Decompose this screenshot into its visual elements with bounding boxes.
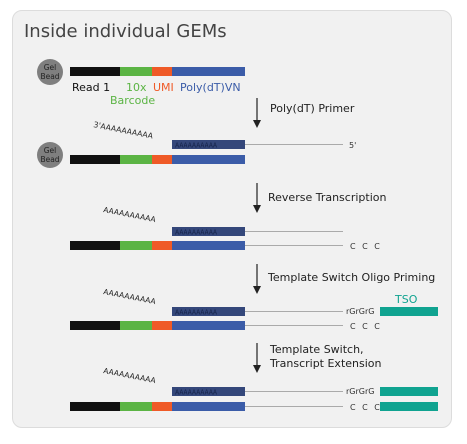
- polydt-label: Poly(dT)VN: [180, 81, 241, 94]
- step-label-polydt-primer: Poly(dT) Primer: [270, 102, 355, 115]
- polydt-segment: [172, 67, 245, 76]
- diagram-title: Inside individual GEMs: [24, 21, 227, 42]
- barcode-label-line1: 10x: [126, 81, 147, 94]
- polya-tail-4: AAAAAAAAAA: [103, 287, 158, 306]
- polydt-segment-5: [172, 402, 245, 411]
- ccc-label-4: C C C: [350, 322, 382, 331]
- polydt-segment-4: [172, 321, 245, 330]
- read1-segment-3: [70, 241, 120, 250]
- gel-bead-1-label-line1: Gel: [44, 63, 57, 72]
- polya-tail-3: AAAAAAAAAA: [103, 205, 158, 224]
- row4-tso-priming: AAAAAAAAAA AAAAAAAAAA rGrGrG TSO C C C: [70, 287, 438, 331]
- gel-bead-1: [37, 59, 63, 85]
- ccc-label-3: C C C: [350, 242, 382, 251]
- polya-bound-2-text: AAAAAAAAAA: [175, 142, 218, 150]
- step-label-template-switch-line1: Template Switch,: [269, 343, 364, 356]
- step-label-reverse-transcription: Reverse Transcription: [268, 191, 386, 204]
- umi-label: UMI: [153, 81, 174, 94]
- barcode-segment-5: [120, 402, 152, 411]
- polya-bound-5-text: AAAAAAAAAA: [175, 389, 218, 397]
- polya-bound-3: [172, 227, 245, 236]
- umi-segment-2: [152, 155, 172, 164]
- row3-rt: AAAAAAAAAA AAAAAAAAAA C C C: [70, 205, 382, 251]
- polya-bound-3-text: AAAAAAAAAA: [175, 229, 218, 237]
- barcode-segment-2: [120, 155, 152, 164]
- five-prime-label: 5': [349, 141, 356, 150]
- umi-segment-3: [152, 241, 172, 250]
- diagram-panel: [12, 10, 452, 428]
- gel-bead-1-label-line2: Bead: [40, 72, 59, 81]
- read1-segment-2: [70, 155, 120, 164]
- row1-oligo: Gel Bead Read 1 10x Barcode UMI Poly(dT)…: [37, 59, 245, 107]
- tso-segment-4: [380, 307, 438, 316]
- tso-segment-5: [380, 387, 438, 396]
- umi-segment-4: [152, 321, 172, 330]
- step-label-template-switch-line2: Transcript Extension: [269, 357, 382, 370]
- row5-extension: AAAAAAAAAA AAAAAAAAAA rGrGrG C C C: [70, 366, 438, 412]
- read1-segment-5: [70, 402, 120, 411]
- polydt-segment-2: [172, 155, 245, 164]
- polya-bound-2: [172, 140, 245, 149]
- rgrgrg-label-5: rGrGrG: [346, 387, 374, 396]
- read1-segment: [70, 67, 120, 76]
- umi-segment-5: [152, 402, 172, 411]
- gel-bead-2-label-line1: Gel: [44, 146, 57, 155]
- polya-bound-4-text: AAAAAAAAAA: [175, 309, 218, 317]
- step-label-tso-priming: Template Switch Oligo Priming: [267, 271, 435, 284]
- barcode-segment-3: [120, 241, 152, 250]
- gel-bead-2: [37, 142, 63, 168]
- barcode-segment: [120, 67, 152, 76]
- polya-bound-4: [172, 307, 245, 316]
- polydt-segment-3: [172, 241, 245, 250]
- rgrgrg-label-4: rGrGrG: [346, 307, 374, 316]
- tso-label: TSO: [394, 293, 418, 306]
- ccc-label-5: C C C: [350, 403, 382, 412]
- read1-segment-4: [70, 321, 120, 330]
- barcode-label-line2: Barcode: [110, 94, 155, 107]
- row2-primer: 3'AAAAAAAAAA AAAAAAAAAA 5' Gel Bead: [37, 120, 356, 168]
- polya-tail-2: 3'AAAAAAAAAA: [93, 120, 155, 141]
- barcode-segment-4: [120, 321, 152, 330]
- tso-complement-segment-5: [380, 402, 438, 411]
- umi-segment: [152, 67, 172, 76]
- gel-bead-2-label-line2: Bead: [40, 155, 59, 164]
- read1-label: Read 1: [72, 81, 110, 94]
- polya-tail-5: AAAAAAAAAA: [103, 366, 158, 385]
- polya-bound-5: [172, 387, 245, 396]
